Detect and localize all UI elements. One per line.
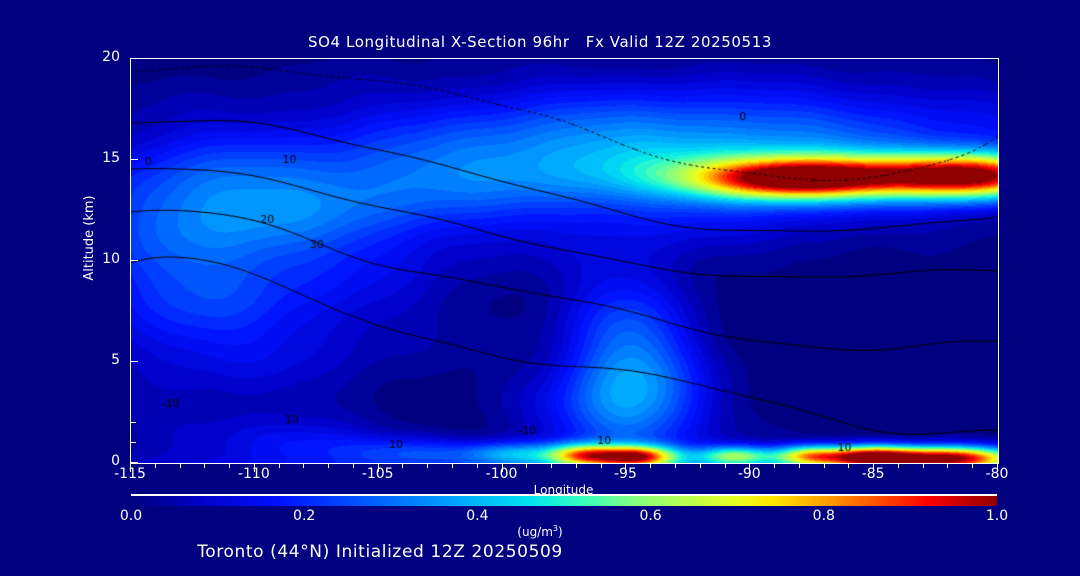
x-minor-tick-mark [972,463,973,468]
x-minor-tick-mark [725,463,726,468]
page-title: SO4 Longitudinal X-Section 96hr Fx Valid… [308,33,772,51]
x-minor-tick-mark [180,463,181,468]
x-tick-mark [749,463,750,472]
colorbar-tick-label: 0.0 [119,508,143,524]
x-minor-tick-mark [526,463,527,468]
x-minor-tick-mark [848,463,849,468]
colorbar-top-rule [131,494,997,496]
x-tick-label: -95 [613,466,637,482]
x-minor-tick-mark [675,463,676,468]
x-minor-tick-mark [402,463,403,468]
x-minor-tick-mark [923,463,924,468]
x-minor-tick-mark [799,463,800,468]
x-tick-mark [873,463,874,472]
colorbar-units-label: (ug/m3) [0,524,1080,539]
x-tick-label: -100 [485,466,518,482]
colorbar-tick-label: 1.0 [985,508,1009,524]
y-tick-label: 10 [102,251,120,267]
y-tick-mark [131,260,138,261]
y-tick-label: 0 [111,453,120,469]
colorbar-tick-label: 0.2 [293,508,316,524]
x-minor-tick-mark [824,463,825,468]
x-minor-tick-mark [947,463,948,468]
x-minor-tick-mark [601,463,602,468]
x-tick-label: -105 [361,466,394,482]
x-minor-tick-mark [427,463,428,468]
y-tick-mark [131,159,138,160]
initialization-caption: Toronto (44°N) Initialized 12Z 20250509 [197,542,563,562]
colorbar-gradient[interactable] [131,496,997,506]
x-axis-label: Longitude [533,483,594,497]
x-tick-label: -80 [985,466,1009,482]
cross-section-heatmap[interactable] [131,59,998,463]
x-tick-mark [625,463,626,472]
x-tick-mark [254,463,255,472]
y-tick-label: 20 [102,49,120,65]
colorbar-units-text: (ug/m [517,525,553,539]
x-minor-tick-mark [700,463,701,468]
x-minor-tick-mark [452,463,453,468]
y-tick-mark [131,462,138,463]
x-tick-mark [997,463,998,472]
x-minor-tick-mark [279,463,280,468]
y-tick-mark [131,58,138,59]
x-tick-label: -115 [114,466,146,482]
x-minor-tick-mark [229,463,230,468]
x-minor-tick-mark [898,463,899,468]
colorbar-tick-label: 0.4 [466,508,489,524]
x-tick-label: -85 [861,466,885,482]
x-tick-label: -110 [237,466,270,482]
colorbar-tick-label: 0.8 [812,508,835,524]
y-axis-label: Altitude (km) [82,195,97,281]
y-minor-tick-mark [131,441,136,443]
y-minor-tick-mark [131,421,136,423]
x-tick-label: -90 [737,466,761,482]
x-minor-tick-mark [774,463,775,468]
colorbar[interactable] [131,494,997,506]
x-minor-tick-mark [328,463,329,468]
colorbar-units-tail: ) [558,525,563,539]
y-tick-label: 5 [111,352,120,368]
colorbar-tick-label: 0.6 [639,508,662,524]
x-minor-tick-mark [650,463,651,468]
x-tick-mark [378,463,379,472]
x-minor-tick-mark [303,463,304,468]
y-tick-mark [131,361,138,362]
x-minor-tick-mark [477,463,478,468]
x-minor-tick-mark [551,463,552,468]
x-tick-mark [130,463,131,472]
x-tick-mark [502,463,503,472]
x-minor-tick-mark [204,463,205,468]
x-minor-tick-mark [576,463,577,468]
plot-area[interactable] [130,58,999,464]
colorbar-units-exponent: 3 [552,524,559,533]
x-minor-tick-mark [155,463,156,468]
y-tick-label: 15 [102,150,120,166]
x-minor-tick-mark [353,463,354,468]
